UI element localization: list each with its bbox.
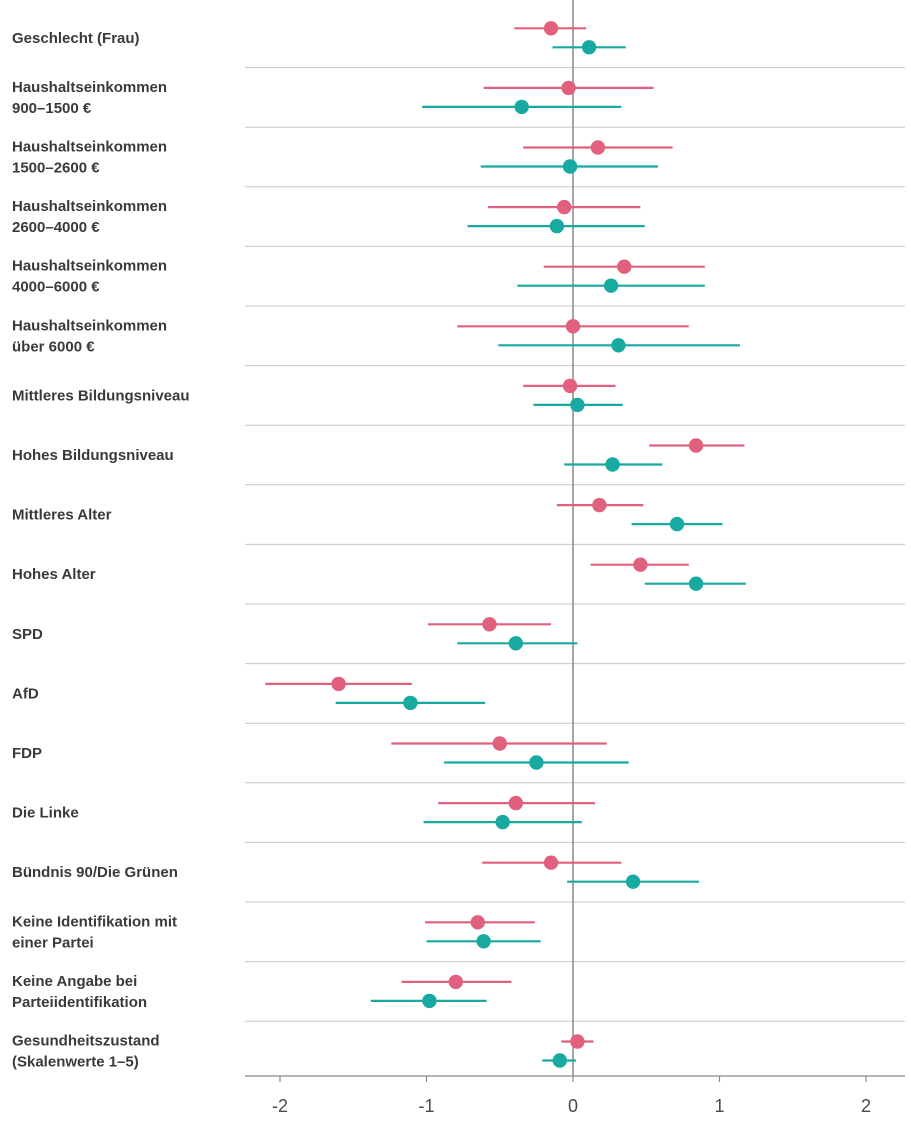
row-labels: Geschlecht (Frau) Haushaltseinkommen 900–1…	[12, 30, 190, 1071]
point-estimate	[508, 636, 524, 651]
point-estimate	[617, 259, 632, 274]
row-label: Keine Identifikation mit einer Partei	[12, 913, 177, 951]
row-label: Die Linke	[12, 805, 79, 822]
point-estimate	[688, 576, 704, 591]
point-estimate	[476, 934, 491, 949]
x-tick-label: 1	[714, 1096, 724, 1116]
point-estimate	[552, 1053, 568, 1068]
row-label: Keine Angabe bei Parteiidentifikation	[12, 973, 147, 1011]
x-tick-label: -1	[418, 1096, 434, 1116]
point-estimate	[543, 21, 559, 36]
row-label: Haushaltseinkommen 4000–6000 €	[12, 258, 167, 296]
point-estimate	[590, 140, 606, 155]
row-label: Bündnis 90/Die Grünen	[12, 864, 178, 881]
row-label: AfD	[12, 685, 39, 702]
point-estimate	[570, 397, 585, 413]
row-label: Gesundheitszustand (Skalenwerte 1–5)	[12, 1033, 160, 1071]
point-estimate	[470, 915, 485, 930]
row-label: Mittleres Bildungsniveau	[12, 387, 190, 404]
point-estimate	[482, 617, 497, 632]
row-label: Haushaltseinkommen 900–1500 €	[12, 79, 167, 117]
point-estimate	[562, 159, 578, 174]
point-estimate	[592, 497, 607, 513]
point-estimate	[611, 338, 626, 353]
point-estimate	[669, 516, 685, 532]
row-label: Mittleres Alter	[12, 507, 112, 524]
row-label: Hohes Alter	[12, 566, 96, 583]
x-tick-label: -2	[272, 1096, 288, 1116]
row-label: Haushaltseinkommen 2600–4000 €	[12, 198, 167, 236]
row-separators	[245, 67, 905, 1022]
point-estimate	[508, 795, 524, 811]
point-estimate	[543, 855, 559, 870]
point-estimate	[565, 319, 581, 334]
row-label: Hohes Bildungsniveau	[12, 447, 174, 464]
point-estimate	[633, 557, 648, 572]
point-estimate	[495, 814, 510, 830]
point-estimate	[514, 99, 529, 115]
row-label: FDP	[12, 745, 42, 762]
row-label: Haushaltseinkommen 1500–2600 €	[12, 139, 167, 177]
x-tick-label: 0	[568, 1096, 578, 1116]
point-estimate	[331, 676, 346, 692]
point-estimate	[688, 438, 704, 453]
row-label: SPD	[12, 626, 43, 643]
point-estimate	[570, 1034, 585, 1049]
x-axis-ticks: -2 -1 0 1 2	[272, 1076, 871, 1116]
point-estimate	[581, 40, 597, 55]
point-estimate	[562, 378, 578, 394]
point-estimate	[448, 974, 463, 990]
point-estimate	[492, 736, 507, 751]
point-estimate	[603, 278, 619, 293]
row-label: Geschlecht (Frau)	[12, 30, 140, 47]
point-estimate	[529, 755, 544, 770]
row-label: Haushaltseinkommen über 6000 €	[12, 317, 167, 355]
point-estimate	[422, 993, 437, 1009]
estimate-marks	[265, 21, 746, 1068]
point-estimate	[549, 218, 565, 234]
point-estimate	[561, 80, 576, 96]
point-estimate	[625, 874, 641, 889]
point-estimate	[557, 199, 572, 215]
point-estimate	[403, 695, 418, 711]
point-estimate	[605, 457, 620, 472]
x-tick-label: 2	[861, 1096, 871, 1116]
